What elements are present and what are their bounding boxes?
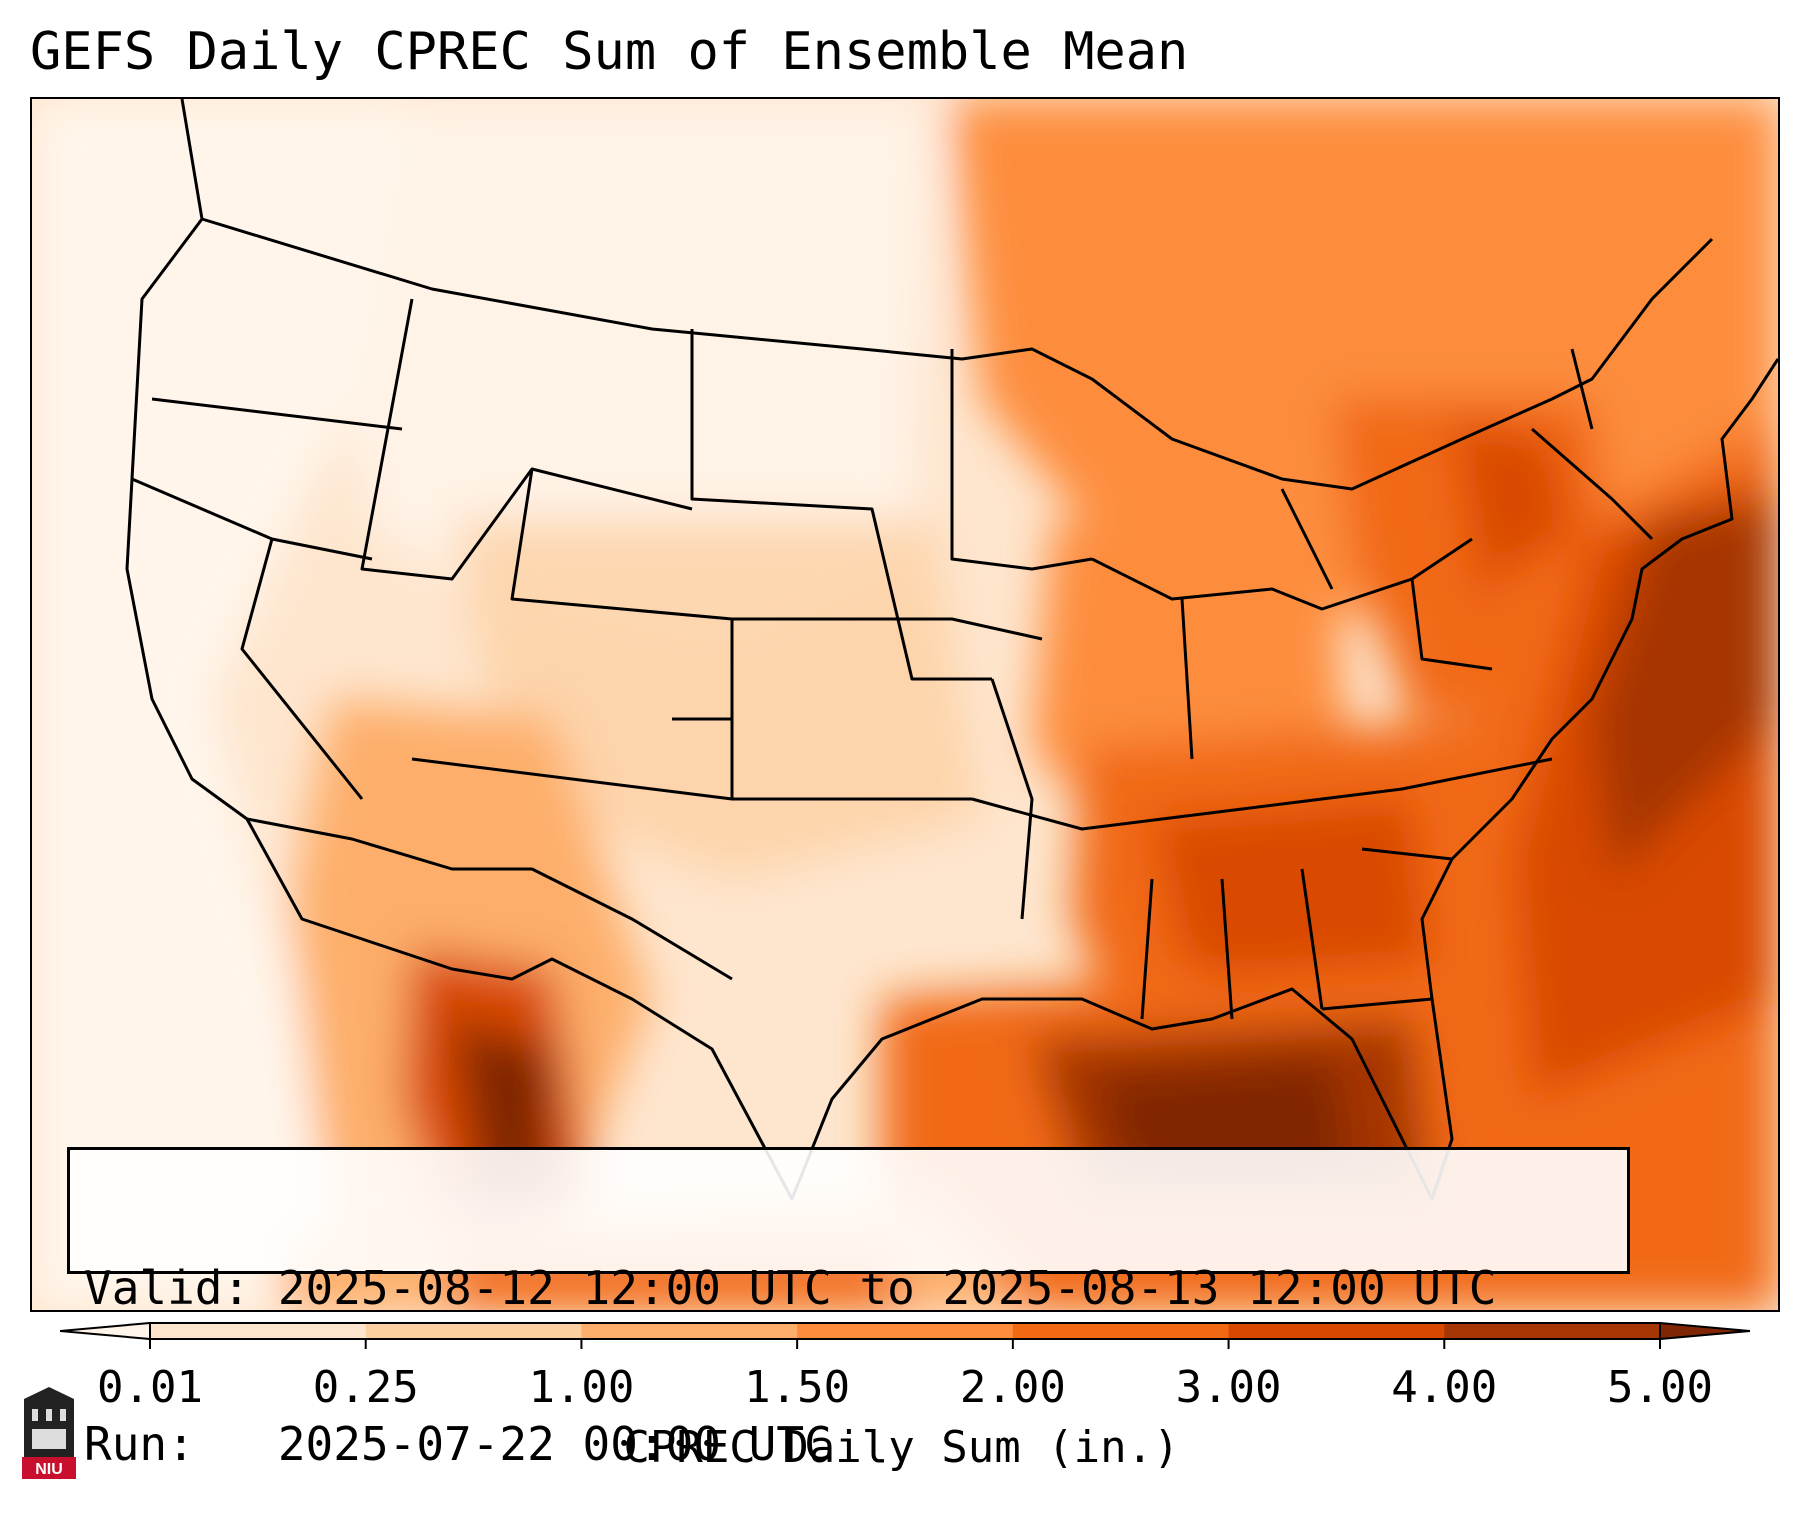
colorbar-segment	[1228, 1323, 1445, 1339]
mexico-border	[246, 817, 733, 981]
state-boundaries	[125, 99, 1778, 1201]
colorbar-segment	[365, 1323, 582, 1339]
colorbar-outline	[149, 1322, 1661, 1340]
colorbar-tick-label: 2.00	[959, 1362, 1066, 1413]
map-title: GEFS Daily CPREC Sum of Ensemble Mean	[30, 22, 1189, 82]
colorbar-tick-label: 5.00	[1607, 1362, 1713, 1413]
colorbar-extend-high	[1659, 1321, 1750, 1341]
colorbar-ticks	[149, 1339, 1661, 1349]
valid-time-text: Valid: 2025-08-12 12:00 UTC to 2025-08-1…	[84, 1261, 1497, 1315]
valid-run-info-box: Valid: 2025-08-12 12:00 UTC to 2025-08-1…	[67, 1147, 1630, 1470]
precip-shading	[32, 99, 1778, 1310]
colorbar-segment	[1012, 1323, 1230, 1339]
canada-border	[201, 217, 1714, 491]
colorbar-tick-label: 1.00	[528, 1362, 635, 1413]
colorbar-tick-label: 0.25	[312, 1362, 419, 1413]
colorbar-label: CPREC Daily Sum (in.)	[623, 1422, 1180, 1473]
colorbar-segments	[60, 1321, 1750, 1341]
colorbar	[60, 1321, 1750, 1349]
colorbar-segment	[797, 1323, 1014, 1339]
colorbar-tick-label: 4.00	[1391, 1362, 1498, 1413]
precipitation-map	[30, 97, 1780, 1312]
svg-text:NIU: NIU	[35, 1461, 63, 1478]
niu-logo: NIU	[22, 1387, 76, 1479]
colorbar-segment	[150, 1323, 367, 1339]
colorbar-tick-label: 0.01	[97, 1362, 203, 1413]
run-time-text: Run: 2025-07-22 00:00 UTC	[84, 1417, 832, 1471]
colorbar-extend-low	[60, 1321, 151, 1341]
colorbar-tick-label: 1.50	[744, 1362, 851, 1413]
us-outline	[125, 99, 1778, 1201]
colorbar-tick-label: 3.00	[1175, 1362, 1282, 1413]
colorbar-segment	[581, 1323, 798, 1339]
colorbar-segment	[1444, 1323, 1661, 1339]
